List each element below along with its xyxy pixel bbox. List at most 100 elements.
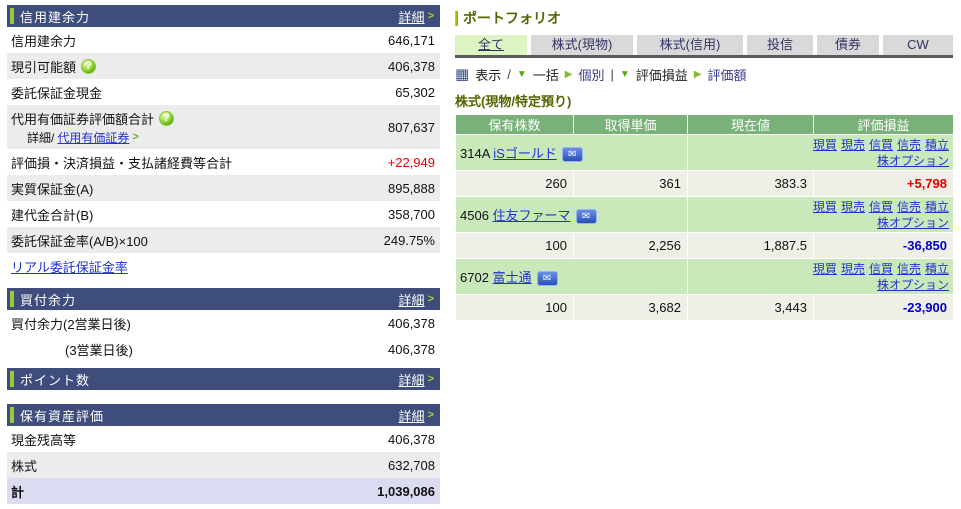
stock-name-link[interactable]: 富士通 [492, 269, 532, 285]
row-label: 代用有価証券評価額合計? [11, 109, 175, 128]
summary-row: 買付余力(2営業日後) 406,378 [7, 310, 440, 336]
summary-row: 株式 632,708 [7, 452, 440, 478]
acquisition-price-value: 3,682 [573, 294, 688, 321]
row-label: 実質保証金(A) [11, 179, 93, 198]
trade-links-line2: 株オプション [688, 215, 949, 231]
mail-alert-icon[interactable]: ✉ [575, 209, 597, 225]
help-icon[interactable]: ? [81, 58, 97, 74]
row-label-text: (3営業日後) [65, 342, 133, 358]
row-label-text: 代用有価証券評価額合計 [11, 111, 155, 127]
trade-link[interactable]: 現買 [812, 261, 837, 276]
summary-section: 保有資産評価 詳細 > 現金残高等 406,378 株式 632,708 計 1,039,086 [7, 404, 440, 504]
stock-name-link[interactable]: 住友ファーマ [492, 207, 571, 223]
trade-link[interactable]: 現買 [812, 199, 837, 214]
row-label: 信用建余力 [11, 31, 76, 50]
trade-links-cell: 現買 現売 信買 信売 積立 株オプション [687, 196, 954, 233]
trade-link[interactable]: 信買 [868, 261, 893, 276]
triangle-down-icon: ▼ [619, 68, 630, 80]
tab-item[interactable]: CW [883, 35, 953, 55]
column-header: 保有株数 [455, 114, 574, 135]
stock-data-row: 100 2,256 1,887.5 -36,850 [455, 232, 954, 259]
trade-link[interactable]: 信売 [896, 137, 921, 152]
trade-link[interactable]: 現買 [812, 137, 837, 152]
summary-row: 評価損・決済損益・支払諸経費等合計 +22,949 [7, 149, 440, 175]
trade-link[interactable]: 積立 [924, 199, 949, 214]
collateral-detail-prefix: 詳細/ [27, 130, 55, 145]
trade-links-line1: 現買 現売 信買 信売 積立 [688, 199, 949, 215]
pipe-separator: | [610, 66, 614, 82]
summary-section: 買付余力 詳細 > 買付余力(2営業日後) 406,378 (3営業日後) 406,378 [7, 288, 440, 362]
row-label: 建代金合計(B) [11, 205, 93, 224]
toolbar-option-link[interactable]: 個別 [578, 67, 605, 83]
summary-row: 委託保証金率(A/B)×100 249.75% [7, 227, 440, 253]
detail-link[interactable]: 詳細 [398, 372, 425, 388]
row-label-text: 委託保証金現金 [11, 85, 103, 101]
acquisition-price-value: 361 [573, 170, 688, 197]
collateral-securities-link[interactable]: 代用有価証券 [57, 130, 130, 145]
trade-links-line2: 株オプション [688, 277, 949, 293]
toolbar-option-link[interactable]: 評価額 [707, 67, 747, 83]
row-label-col: 現金残高等 [11, 430, 76, 449]
stock-data-row: 260 361 383.3 +5,798 [455, 170, 954, 197]
tab-all-active[interactable]: 全て [455, 35, 527, 55]
detail-link-wrap: 詳細 > [399, 370, 434, 389]
section-header: ポイント数 詳細 > [7, 368, 440, 390]
mail-alert-icon[interactable]: ✉ [561, 147, 583, 163]
row-value: 406,378 [388, 341, 435, 357]
summary-row: 現金残高等 406,378 [7, 426, 440, 452]
trade-link[interactable]: 積立 [924, 137, 949, 152]
detail-link[interactable]: 詳細 [398, 9, 425, 25]
stock-name-cell: 6702 富士通 ✉ [455, 258, 688, 295]
stock-name-cell: 314A iSゴールド ✉ [455, 134, 688, 171]
current-price-value: 1,887.5 [687, 232, 814, 259]
trade-link[interactable]: 信売 [896, 199, 921, 214]
trade-link[interactable]: 信買 [868, 199, 893, 214]
display-toolbar: ▦ 表示 / ▼ 一括 ▶ 個別 | ▼ 評価損益 ▶ 評価額 [455, 64, 953, 84]
row-value: 406,378 [388, 315, 435, 331]
row-label-text: 株式 [11, 458, 38, 474]
trade-link[interactable]: 現売 [840, 261, 865, 276]
section-accent-bar [10, 8, 14, 24]
trade-link[interactable]: 信売 [896, 261, 921, 276]
profit-loss-value: -36,850 [813, 232, 954, 259]
view-label: 表示 [475, 67, 502, 83]
stock-data-row: 100 3,682 3,443 -23,900 [455, 294, 954, 321]
row-label-col: 委託保証金現金 [11, 83, 102, 102]
tab-item[interactable]: 株式(信用) [637, 35, 743, 55]
shares-held-value: 100 [455, 232, 574, 259]
detail-link[interactable]: 詳細 [398, 292, 425, 308]
stock-option-link[interactable]: 株オプション [876, 277, 949, 292]
tab-item[interactable]: 株式(現物) [531, 35, 633, 55]
portfolio-title-text: ポートフォリオ [463, 10, 561, 26]
stock-name-link[interactable]: iSゴールド [493, 145, 557, 161]
tab-item[interactable]: 投信 [747, 35, 813, 55]
summary-row: (3営業日後) 406,378 [7, 336, 440, 362]
trade-link[interactable]: 信買 [868, 137, 893, 152]
trade-link[interactable]: 現売 [840, 137, 865, 152]
trade-link[interactable]: 積立 [924, 261, 949, 276]
detail-link[interactable]: 詳細 [398, 408, 425, 424]
detail-link-wrap: 詳細 > [399, 290, 434, 309]
row-label: 委託保証金率(A/B)×100 [11, 231, 148, 250]
stock-name-row: 4506 住友ファーマ ✉ 現買 現売 信買 信売 積立 株オプション [455, 196, 954, 233]
row-label-col: 委託保証金率(A/B)×100 [11, 231, 148, 250]
realtime-margin-ratio-link[interactable]: リアル委託保証金率 [11, 259, 128, 275]
detail-link-wrap: 詳細 > [399, 406, 434, 425]
summary-section: 信用建余力 詳細 > 信用建余力 646,171 現引可能額? 406,378 委託保証金現金… [7, 5, 440, 279]
row-value: 646,171 [388, 32, 435, 48]
current-price-value: 3,443 [687, 294, 814, 321]
tab-item[interactable]: 債券 [817, 35, 879, 55]
row-label-col: (3営業日後) [11, 340, 133, 359]
stock-option-link[interactable]: 株オプション [876, 153, 949, 168]
row-label-col: 現引可能額? [11, 57, 97, 76]
trade-links-line1: 現買 現売 信買 信売 積立 [688, 261, 949, 277]
stock-option-link[interactable]: 株オプション [876, 215, 949, 230]
help-icon[interactable]: ? [159, 110, 175, 126]
row-value: 632,708 [388, 457, 435, 473]
summary-row: 代用有価証券評価額合計? 詳細/代用有価証券 >807,637 [7, 105, 440, 149]
row-label-text: 現引可能額 [11, 59, 77, 75]
trade-link[interactable]: 現売 [840, 199, 865, 214]
row-label: (3営業日後) [11, 340, 133, 359]
mail-alert-icon[interactable]: ✉ [536, 271, 558, 287]
table-view-icon: ▦ [455, 65, 470, 83]
